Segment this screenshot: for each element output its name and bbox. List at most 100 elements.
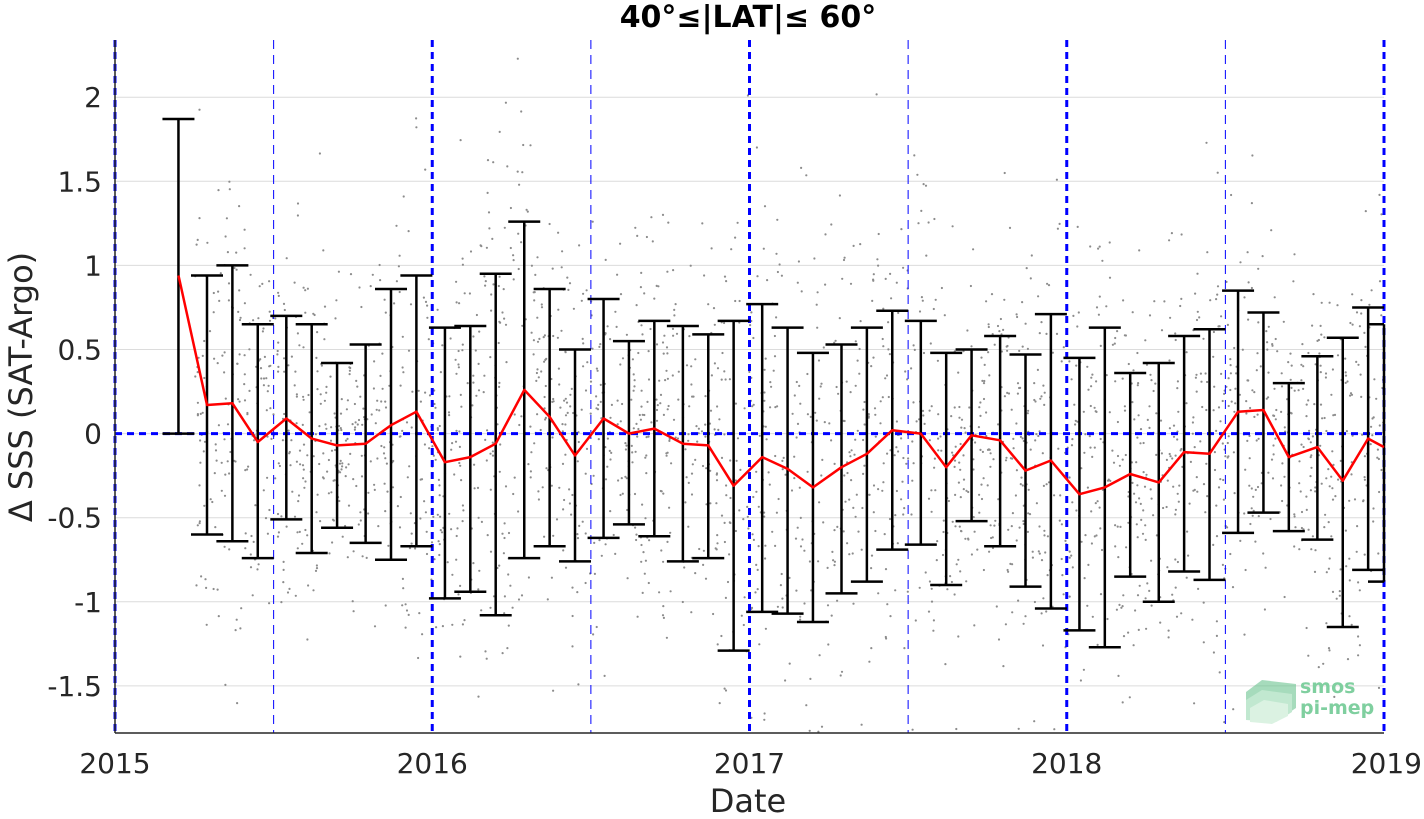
scatter-point — [1227, 435, 1230, 438]
scatter-point — [1070, 378, 1073, 381]
scatter-point — [516, 170, 519, 173]
scatter-point — [546, 598, 549, 601]
scatter-point — [796, 526, 799, 529]
scatter-point — [718, 702, 721, 705]
scatter-point — [643, 413, 646, 417]
scatter-point — [930, 489, 933, 492]
scatter-point — [287, 429, 290, 432]
scatter-point — [1068, 360, 1071, 363]
scatter-point — [1334, 495, 1337, 498]
scatter-point — [1037, 550, 1040, 553]
scatter-point — [604, 478, 608, 481]
scatter-point — [220, 489, 223, 492]
scatter-point — [1030, 254, 1033, 257]
scatter-point — [518, 183, 521, 186]
scatter-point — [380, 400, 383, 403]
scatter-point — [1310, 466, 1313, 469]
scatter-point — [715, 548, 718, 551]
scatter-point — [1077, 311, 1080, 314]
scatter-point — [1176, 560, 1179, 564]
scatter-point — [661, 213, 665, 216]
scatter-point — [882, 307, 885, 310]
scatter-point — [604, 332, 607, 335]
scatter-point — [198, 522, 201, 525]
scatter-point — [1355, 311, 1359, 314]
scatter-point — [357, 418, 361, 422]
scatter-point — [659, 393, 663, 396]
scatter-point — [542, 336, 545, 339]
scatter-point — [535, 379, 538, 382]
scatter-point — [527, 463, 530, 466]
scatter-point — [959, 442, 962, 446]
scatter-point — [1062, 593, 1065, 596]
scatter-point — [716, 367, 720, 370]
scatter-point — [860, 723, 863, 726]
scatter-point — [1372, 507, 1375, 510]
scatter-point — [1185, 576, 1188, 579]
scatter-point — [690, 493, 694, 496]
scatter-point — [955, 727, 958, 731]
scatter-point — [564, 566, 568, 569]
scatter-point — [849, 455, 852, 458]
scatter-point — [376, 399, 379, 402]
scatter-point — [617, 479, 620, 482]
scatter-point — [818, 654, 821, 657]
scatter-point — [763, 515, 766, 518]
scatter-point — [912, 401, 915, 404]
scatter-point — [648, 539, 651, 542]
scatter-point — [538, 337, 541, 340]
scatter-point — [1192, 489, 1195, 492]
scatter-point — [1135, 523, 1138, 526]
scatter-point — [768, 483, 771, 486]
scatter-point — [1084, 433, 1087, 436]
scatter-point — [1280, 385, 1284, 388]
scatter-point — [655, 419, 659, 422]
scatter-point — [283, 412, 286, 416]
scatter-point — [1062, 346, 1065, 349]
scatter-point — [576, 460, 579, 463]
scatter-point — [894, 514, 897, 517]
scatter-point — [863, 464, 866, 467]
scatter-point — [316, 388, 319, 391]
scatter-point — [502, 288, 505, 291]
scatter-point — [838, 194, 842, 197]
scatter-point — [303, 486, 306, 489]
scatter-point — [723, 370, 726, 373]
scatter-point — [609, 458, 612, 461]
scatter-point — [900, 437, 903, 440]
scatter-point — [836, 599, 839, 602]
scatter-point — [1186, 530, 1189, 533]
scatter-point — [512, 492, 515, 496]
scatter-point — [935, 559, 938, 562]
scatter-point — [436, 308, 439, 311]
scatter-point — [421, 633, 424, 636]
error-bar — [454, 324, 487, 593]
scatter-point — [713, 362, 717, 365]
scatter-point — [1011, 563, 1014, 566]
scatter-point — [195, 243, 198, 246]
scatter-point — [425, 552, 429, 556]
scatter-point — [1239, 539, 1242, 543]
scatter-point — [743, 596, 746, 599]
scatter-point — [461, 520, 464, 523]
scatter-point — [942, 530, 945, 534]
scatter-point — [557, 231, 560, 234]
scatter-point — [252, 319, 255, 322]
scatter-point — [322, 452, 325, 455]
scatter-point — [650, 216, 653, 219]
scatter-point — [277, 531, 280, 534]
scatter-point — [345, 466, 348, 469]
scatter-point — [1233, 492, 1236, 495]
scatter-point — [1317, 666, 1320, 669]
scatter-point — [334, 317, 337, 320]
scatter-point — [705, 467, 708, 470]
scatter-point — [1185, 402, 1188, 405]
scatter-point — [1307, 437, 1310, 440]
scatter-point — [571, 645, 574, 648]
scatter-point — [1139, 442, 1142, 445]
scatter-point — [655, 408, 659, 412]
scatter-point — [1229, 358, 1232, 361]
scatter-point — [346, 399, 349, 402]
scatter-point — [758, 434, 761, 437]
scatter-point — [1350, 393, 1354, 396]
